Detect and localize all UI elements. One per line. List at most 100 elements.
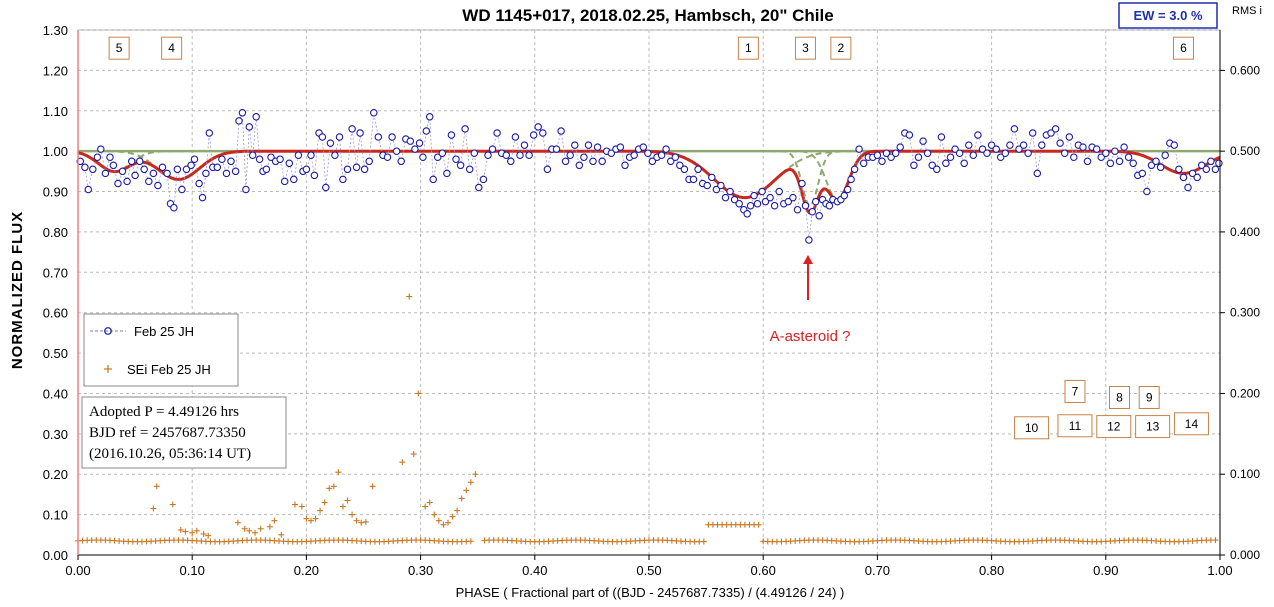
- sei-point: [467, 479, 474, 486]
- flux-point: [712, 185, 721, 194]
- flux-point: [891, 149, 900, 157]
- flux-point: [815, 212, 823, 220]
- flux-point: [447, 131, 456, 139]
- sei-point: [415, 390, 422, 397]
- y-tick-label: 0.50: [43, 346, 68, 361]
- flux-point: [356, 129, 364, 137]
- right-axis-label: RMS i: [1232, 5, 1262, 17]
- flux-point: [310, 171, 319, 180]
- flux-point: [383, 153, 392, 161]
- flux-point: [1202, 165, 1211, 174]
- flux-point: [511, 133, 520, 141]
- x-tick-label: 0.30: [408, 563, 433, 578]
- info-bjd-ref: BJD ref = 2457687.73350: [89, 425, 246, 441]
- flux-point: [525, 151, 533, 159]
- flux-point: [397, 157, 405, 166]
- flux-point: [149, 169, 158, 178]
- flux-point: [205, 129, 214, 137]
- dip-label-box-7: [1064, 379, 1086, 403]
- sei-point: [298, 503, 305, 510]
- flux-point: [1175, 165, 1183, 174]
- flux-point: [726, 187, 734, 196]
- flux-point: [178, 185, 186, 194]
- sei-point: [353, 517, 360, 524]
- dip-labels: 5 4 1 3 2 67 8 910 11 12 13 14: [108, 36, 1209, 440]
- flux-point: [798, 179, 806, 188]
- flux-point: [589, 157, 597, 166]
- flux-point: [996, 153, 1005, 161]
- flux-point: [758, 187, 766, 196]
- right-tick-label: 0.000: [1230, 548, 1260, 562]
- flux-point: [730, 195, 739, 204]
- flux-point: [411, 145, 419, 153]
- flux-point: [529, 131, 538, 139]
- x-tick-label: 0.80: [979, 563, 1004, 578]
- flux-point: [285, 159, 294, 168]
- dip-label-box-1: [737, 36, 759, 60]
- flux-point: [318, 133, 327, 141]
- flux-point: [127, 157, 136, 166]
- flux-point: [343, 165, 352, 174]
- flux-point: [1006, 141, 1014, 149]
- flux-point: [443, 169, 451, 178]
- flux-point: [1193, 173, 1201, 182]
- right-tick-label: 0.300: [1230, 306, 1260, 320]
- flux-point: [516, 151, 524, 159]
- sei-point: [463, 487, 470, 494]
- flux-point: [1188, 169, 1197, 178]
- flux-point: [571, 141, 579, 149]
- flux-point: [676, 161, 684, 170]
- flux-point: [276, 155, 284, 163]
- flux-point: [878, 157, 886, 166]
- flux-point: [222, 169, 231, 178]
- flux-point: [992, 145, 1000, 153]
- flux-point: [245, 123, 254, 131]
- flux-point: [238, 109, 247, 117]
- flux-point: [575, 161, 584, 170]
- flux-point: [1038, 141, 1046, 149]
- y-tick-label: 1.10: [43, 104, 68, 119]
- flux-point: [507, 157, 515, 166]
- annotation: A-asteroid ?: [770, 255, 850, 345]
- dip-label-6: 6: [1180, 41, 1187, 55]
- flux-point: [235, 117, 243, 125]
- dip-label-1: 1: [745, 41, 752, 55]
- sei-point: [449, 513, 456, 520]
- dip-label-7: 7: [1072, 384, 1079, 398]
- sei-point: [406, 293, 413, 300]
- flux-point: [195, 179, 203, 188]
- ew-box: [1118, 2, 1218, 29]
- flux-point: [97, 145, 105, 153]
- flux-point: [1197, 161, 1206, 170]
- dip-label-box-12: [1096, 415, 1132, 439]
- sei-point: [335, 469, 342, 476]
- flux-point: [648, 157, 657, 166]
- flux-point: [1179, 173, 1188, 182]
- flux-point: [743, 210, 751, 218]
- dip-label-box-5: [108, 36, 130, 60]
- flux-point: [630, 151, 638, 159]
- flux-point: [965, 141, 973, 149]
- flux-point: [470, 149, 479, 157]
- flux-point: [438, 149, 447, 157]
- flux-point: [493, 129, 501, 137]
- flux-point: [689, 175, 698, 184]
- y-tick-label: 0.90: [43, 185, 68, 200]
- flux-point: [84, 185, 93, 194]
- dip-label-box-9: [1138, 386, 1160, 409]
- flux-point: [539, 129, 547, 137]
- dip-label-box-6: [1172, 36, 1194, 60]
- flux-point: [429, 175, 437, 184]
- flux-point: [93, 153, 102, 161]
- y-tick-label: 0.30: [43, 427, 68, 442]
- flux-point: [761, 197, 770, 206]
- sei-point: [1212, 537, 1219, 544]
- flux-point: [213, 163, 222, 172]
- x-tick-label: 0.60: [751, 563, 776, 578]
- flux-point: [882, 149, 891, 157]
- y-tick-label: 0.10: [43, 508, 68, 523]
- dip-label-box-14: [1173, 412, 1209, 436]
- flux-point: [1211, 165, 1220, 174]
- flux-point: [708, 173, 716, 182]
- flux-point: [182, 165, 191, 174]
